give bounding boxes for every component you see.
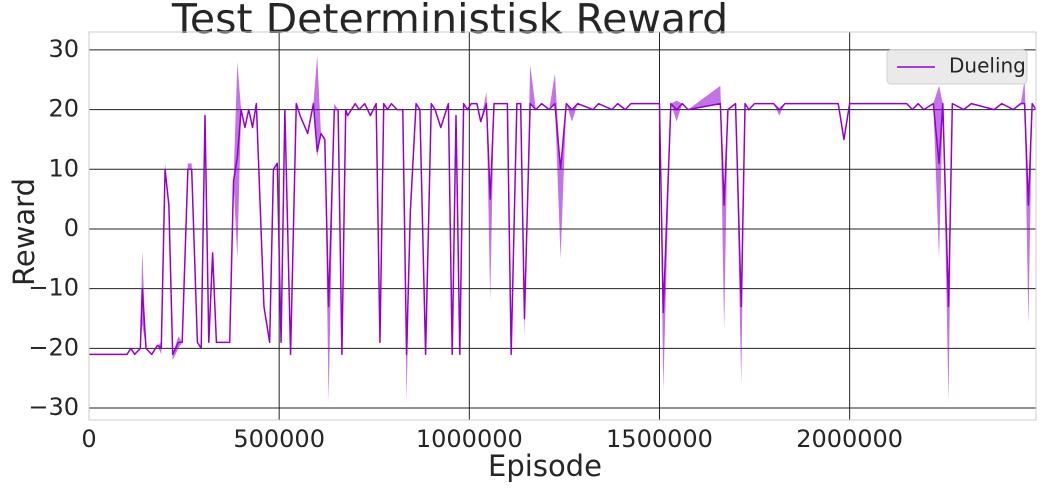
legend-box bbox=[886, 49, 1028, 85]
y-tick-label: 30 bbox=[48, 35, 79, 63]
y-tick-label: 10 bbox=[48, 154, 79, 182]
y-tick-label: −10 bbox=[28, 274, 79, 302]
y-tick-label: −20 bbox=[28, 333, 79, 361]
plot-frame bbox=[88, 31, 1037, 421]
x-tick-label: 0 bbox=[81, 425, 96, 453]
x-tick-label: 1000000 bbox=[416, 425, 523, 453]
x-tick-label: 500000 bbox=[233, 425, 325, 453]
legend-label: Dueling bbox=[949, 54, 1026, 78]
grid bbox=[88, 32, 1036, 420]
x-tick-label: 1500000 bbox=[606, 425, 713, 453]
x-axis-label: Episode bbox=[488, 449, 602, 483]
chart-title: Test Deterministisk Reward bbox=[171, 0, 728, 43]
y-tick-label: 0 bbox=[64, 214, 79, 242]
y-tick-label: 20 bbox=[48, 95, 79, 123]
data-line bbox=[89, 102, 1036, 356]
legend: Dueling bbox=[886, 49, 1028, 85]
y-axis-label: Reward bbox=[7, 178, 41, 286]
y-tick-label: −30 bbox=[28, 393, 79, 421]
x-tick-label: 2000000 bbox=[796, 425, 903, 453]
